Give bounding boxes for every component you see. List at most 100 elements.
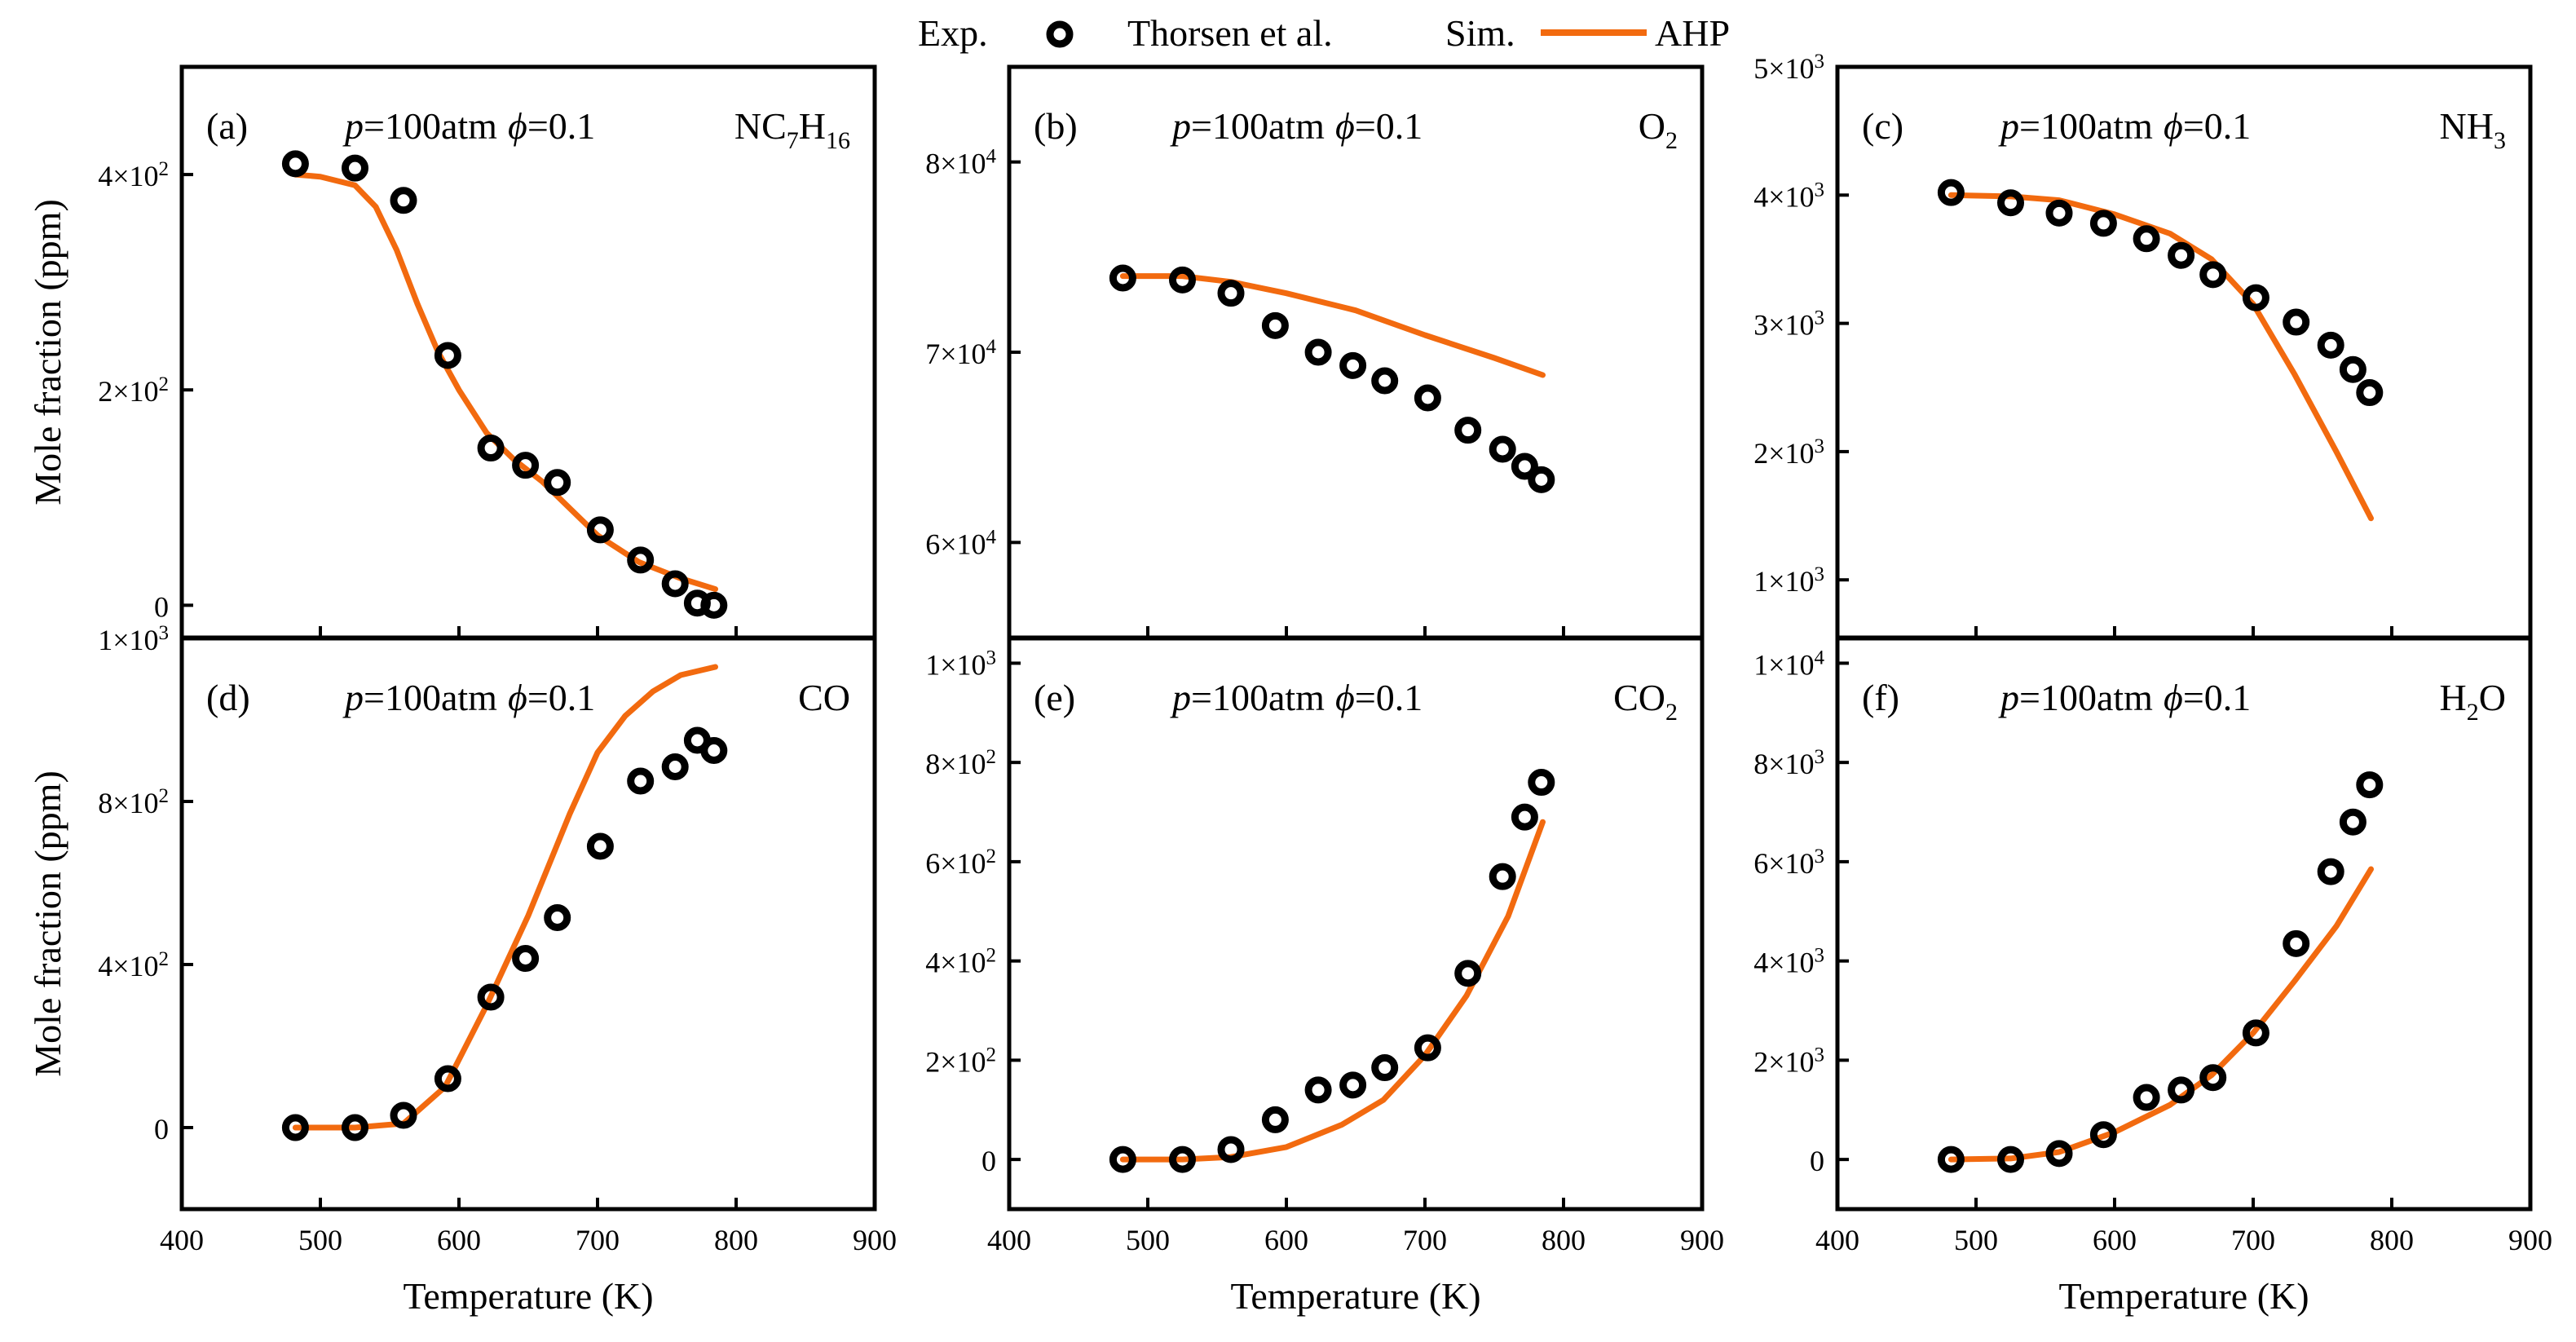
x-tick-label: 800 xyxy=(1542,1224,1586,1256)
data-point-exp xyxy=(627,546,655,574)
x-tick-label: 700 xyxy=(2231,1224,2275,1256)
data-point-exp xyxy=(1169,266,1196,294)
condition-pressure: p=100atm xyxy=(1170,105,1325,147)
x-axis-title: Temperature (K) xyxy=(403,1275,653,1317)
data-point-exp xyxy=(2133,225,2160,253)
data-point-exp xyxy=(2339,808,2366,836)
condition-phi: ϕ=0.1 xyxy=(2164,105,2251,147)
x-axis-title: Temperature (K) xyxy=(2058,1275,2309,1317)
panel-a: 0 2×102 4×102 Mole fraction (ppm) (a) p=100at… xyxy=(27,64,877,640)
data-point-exp xyxy=(2283,929,2310,957)
data-point-exp xyxy=(700,591,728,619)
legend-sim-label: Sim. xyxy=(1445,12,1515,54)
data-point-exp xyxy=(1997,189,2024,217)
panel-b: 6×104 7×104 8×104 (b) p=100atm ϕ=0.1 O2 xyxy=(925,64,1705,640)
data-point-exp xyxy=(1109,1146,1136,1173)
y-tick-label: 3×103 xyxy=(1753,307,1824,342)
y-tick-label: 2×103 xyxy=(1753,435,1824,470)
x-tick-label: 600 xyxy=(1264,1224,1308,1256)
data-point-exp xyxy=(2199,1064,2227,1092)
y-tick-label: 8×104 xyxy=(925,145,996,180)
data-point-exp xyxy=(2283,308,2310,336)
x-tick-label: 900 xyxy=(1680,1224,1724,1256)
condition-phi: ϕ=0.1 xyxy=(508,105,595,147)
y-tick-label: 1×103 xyxy=(925,647,996,682)
panels: 0 2×102 4×102 Mole fraction (ppm) (a) p=100at… xyxy=(27,51,2552,1318)
data-point-exp xyxy=(544,904,571,931)
panel-label: (c) xyxy=(1862,105,1903,147)
data-point-exp xyxy=(390,187,417,214)
data-point-exp xyxy=(2317,858,2344,885)
data-point-exp xyxy=(586,516,614,544)
y-tick-label: 4×102 xyxy=(98,158,169,193)
legend-sim-name: AHP xyxy=(1655,12,1730,54)
condition-phi: ϕ=0.1 xyxy=(508,677,595,718)
data-point-exp xyxy=(1261,311,1289,339)
data-point-exp xyxy=(2242,1019,2269,1047)
data-point-exp xyxy=(2089,1121,2117,1149)
y-tick-label: 2×103 xyxy=(1753,1044,1824,1079)
data-point-exp xyxy=(390,1101,417,1129)
data-point-exp xyxy=(1528,466,1555,493)
condition-pressure: p=100atm xyxy=(1998,677,2153,718)
species-label: NC7H16 xyxy=(734,105,850,154)
data-point-exp xyxy=(2317,331,2344,359)
data-point-exp xyxy=(477,435,505,462)
plot-frame xyxy=(179,636,877,1212)
series-ahp-line xyxy=(292,171,718,593)
y-tick-label: 8×102 xyxy=(98,785,169,820)
data-point-exp xyxy=(1511,452,1538,480)
panel-f: 0 2×103 4×103 6×103 8×103 1×104 400 500 600 700 80… xyxy=(1753,636,2552,1317)
data-point-exp xyxy=(2168,241,2195,269)
panel-label: (b) xyxy=(1034,105,1078,147)
y-tick-label: 4×103 xyxy=(1753,944,1824,979)
data-point-exp xyxy=(1217,1136,1245,1163)
data-point-exp xyxy=(586,832,614,860)
condition-pressure: p=100atm xyxy=(1998,105,2153,147)
x-tick-label: 400 xyxy=(1815,1224,1859,1256)
y-tick-label: 0 xyxy=(154,590,169,623)
data-point-exp xyxy=(2242,284,2269,311)
plot-frame xyxy=(1007,636,1705,1212)
panel-label: (f) xyxy=(1862,677,1899,718)
data-point-exp xyxy=(1339,351,1367,379)
y-tick-label: 2×102 xyxy=(98,373,169,408)
y-tick-label: 6×103 xyxy=(1753,845,1824,880)
data-point-exp xyxy=(1414,1034,1441,1062)
legend-exp-label: Exp. xyxy=(918,12,988,54)
data-point-exp xyxy=(1937,179,1965,206)
data-point-exp xyxy=(2089,210,2117,237)
y-tick-label: 8×103 xyxy=(1753,746,1824,781)
y-tick-label: 1×103 xyxy=(1753,563,1824,598)
condition-pressure: p=100atm xyxy=(342,105,497,147)
panel-d: 0 4×102 8×102 1×103 400 500 600 700 800 900 Mole f… xyxy=(27,622,897,1318)
data-point-exp xyxy=(2045,199,2073,227)
y-tick-label: 2×102 xyxy=(925,1044,996,1079)
panel-e: 0 2×102 4×102 6×102 8×102 1×103 400 500 600 700 80… xyxy=(925,636,1724,1317)
condition-pressure: p=100atm xyxy=(1170,677,1325,718)
data-point-exp xyxy=(661,570,689,598)
data-point-exp xyxy=(1414,384,1441,412)
legend-exp-marker xyxy=(1046,20,1074,48)
data-point-exp xyxy=(627,767,655,795)
data-point-exp xyxy=(1261,1106,1289,1133)
y-tick-label: 6×102 xyxy=(925,845,996,880)
x-tick-label: 500 xyxy=(1126,1224,1170,1256)
data-point-exp xyxy=(342,1114,368,1141)
data-point-exp xyxy=(1371,367,1399,395)
x-tick-label: 400 xyxy=(987,1224,1031,1256)
data-point-exp xyxy=(1371,1054,1399,1082)
x-tick-label: 700 xyxy=(1403,1224,1447,1256)
data-point-exp xyxy=(434,342,461,369)
panel-label: (d) xyxy=(206,677,250,718)
data-point-exp xyxy=(1169,1146,1196,1173)
data-point-exp xyxy=(1304,338,1332,366)
x-tick-label: 500 xyxy=(1954,1224,1998,1256)
condition-phi: ϕ=0.1 xyxy=(1335,105,1423,147)
x-axis-title: Temperature (K) xyxy=(1230,1275,1480,1317)
data-point-exp xyxy=(1217,280,1245,307)
panel-label: (a) xyxy=(206,105,248,147)
y-tick-label: 6×104 xyxy=(925,526,996,561)
